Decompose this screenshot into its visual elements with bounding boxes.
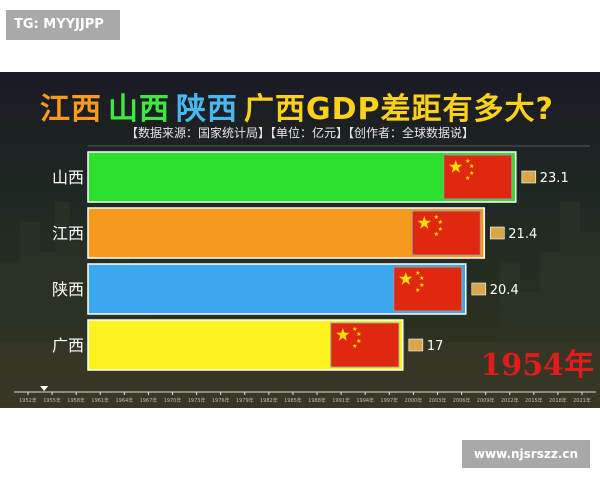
flag-star-big-0 [449, 160, 463, 173]
top-tag: TG: MYYJJPP [6, 10, 120, 40]
value-label-1: 21.4 [508, 227, 537, 242]
value-label-2: 20.4 [490, 283, 519, 298]
timeline-label-23: 2021年 [573, 397, 591, 404]
timeline-label-2: 1958年 [67, 397, 85, 404]
flag-star-3-1 [356, 331, 362, 336]
timeline-label-7: 1973年 [188, 397, 206, 404]
flag-1 [411, 210, 481, 256]
timeline-label-22: 2018年 [549, 397, 567, 404]
title-part-1: 山西 [108, 92, 171, 127]
timeline-label-18: 2006年 [453, 397, 471, 404]
timeline-label-13: 1991年 [332, 397, 350, 404]
value-icon-2 [471, 282, 487, 296]
timeline-label-9: 1979年 [236, 397, 254, 404]
timeline-marker [40, 386, 49, 391]
flag-star-3-3 [352, 343, 358, 348]
flag-star-1-3 [433, 231, 439, 236]
value-icon-3 [408, 338, 424, 352]
timeline-label-19: 2009年 [477, 397, 495, 404]
timeline-label-8: 1976年 [212, 397, 230, 404]
value-icon-0 [521, 170, 537, 184]
timeline-label-4: 1964年 [115, 397, 133, 404]
flag-star-2-3 [415, 287, 421, 292]
value-label-0: 23.1 [540, 171, 569, 186]
timeline-label-14: 1994年 [356, 397, 374, 404]
flag-star-2-2 [419, 282, 425, 287]
flag-star-big-1 [417, 216, 431, 229]
timeline-label-10: 1982年 [260, 397, 278, 404]
flag-star-1-0 [433, 214, 439, 219]
flag-star-1-1 [437, 219, 443, 224]
timeline-label-6: 1970年 [164, 397, 182, 404]
flag-star-0-1 [469, 163, 475, 168]
timeline-label-12: 1988年 [308, 397, 326, 404]
category-label-0: 山西 [52, 168, 84, 187]
bar-chart: 山西 23.1 江西 21.4 陕西 20.4 广西 17 1952年 1955年 1958年 196… [14, 145, 596, 404]
title-part-2: 陕西 [176, 92, 239, 127]
flag-star-big-2 [399, 272, 413, 285]
timeline-label-20: 2012年 [501, 397, 519, 404]
timeline-label-3: 1961年 [91, 397, 109, 404]
category-label-3: 广西 [52, 336, 84, 355]
timeline-label-16: 2000年 [405, 397, 423, 404]
timeline-label-0: 1952年 [19, 397, 37, 404]
title-part-3: 广西GDP差距有多大? [244, 92, 554, 127]
flag-star-0-0 [465, 158, 471, 163]
flag-star-big-3 [336, 328, 350, 341]
flag-star-3-0 [352, 326, 358, 331]
flag-star-0-2 [469, 170, 475, 175]
value-label-3: 17 [427, 339, 444, 354]
flag-0 [443, 154, 513, 200]
chart-panel: 江西 山西 陕西 广西GDP差距有多大? 【数据来源：国家统计局】【单位：亿元】【创作… [0, 72, 600, 408]
timeline-label-11: 1985年 [284, 397, 302, 404]
timeline-label-15: 1997年 [380, 397, 398, 404]
timeline-label-17: 2003年 [429, 397, 447, 404]
flag-star-2-1 [419, 275, 425, 280]
flag-3 [330, 322, 400, 368]
flag-star-3-2 [356, 338, 362, 343]
chart-subtitle: 【数据来源：国家统计局】【单位：亿元】【创作者：全球数据说】 [125, 126, 474, 140]
title-part-0: 江西 [40, 92, 103, 127]
flag-star-2-0 [415, 270, 421, 275]
timeline-label-21: 2015年 [525, 397, 543, 404]
flag-star-0-3 [465, 175, 471, 180]
category-label-2: 陕西 [52, 280, 84, 299]
category-label-1: 江西 [52, 224, 84, 243]
flag-2 [393, 266, 463, 312]
value-icon-1 [489, 226, 505, 240]
flag-star-1-2 [437, 226, 443, 231]
timeline-label-5: 1967年 [140, 397, 158, 404]
chart-title: 江西 山西 陕西 广西GDP差距有多大? [0, 84, 600, 128]
watermark: www.njsrszz.cn [462, 440, 590, 468]
timeline-label-1: 1955年 [43, 397, 61, 404]
current-year-label: 1954年 [480, 348, 595, 383]
